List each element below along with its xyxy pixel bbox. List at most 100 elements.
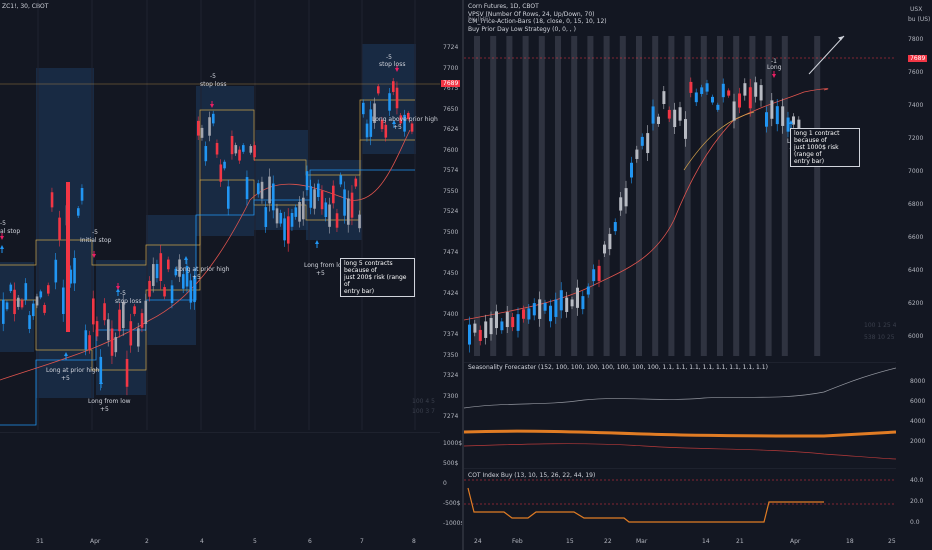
- annotation-stop-loss: stop loss: [200, 81, 227, 88]
- candle: [193, 276, 196, 303]
- candle: [152, 264, 155, 286]
- right-chart-pane[interactable]: Corn Futures, 1D, CBOT VPSV (Number Of R…: [464, 0, 896, 360]
- candle: [630, 162, 633, 178]
- left-price-axis[interactable]: 7724 7700 7675 7650 7624 7600 7574 7550 7524 7500…: [440, 0, 462, 430]
- long-arrow: [0, 245, 4, 253]
- annotation-long-above-prior-high: Long above prior high: [372, 116, 438, 123]
- indicator-price-action-bars[interactable]: CM_Price-Action-Bars (18, close, 0, 15, …: [468, 18, 607, 25]
- candle: [80, 188, 84, 201]
- candle: [47, 285, 50, 294]
- price-tick: 6800: [908, 201, 924, 208]
- candle: [84, 330, 88, 350]
- annotation-long-from-low: Long from low: [88, 398, 131, 405]
- indicator-buy-prior-day-low[interactable]: Buy Prior Day Low Strategy (0, 0, , ): [468, 25, 576, 33]
- candle: [373, 103, 376, 123]
- left-chart-pane[interactable]: ZC1!, 30, CBOT -5 stop loss stop loss -5 Lon…: [0, 0, 440, 430]
- tooltip-line: long 1 contract because of: [794, 130, 840, 144]
- candle: [581, 296, 585, 310]
- candle: [727, 90, 731, 96]
- candle: [468, 324, 471, 345]
- projection-arrow: [808, 35, 845, 75]
- time-tick: 7: [360, 538, 364, 545]
- candle: [200, 127, 204, 138]
- candle: [478, 329, 482, 341]
- candle: [212, 113, 215, 124]
- time-tick: 6: [308, 538, 312, 545]
- candle: [689, 81, 693, 93]
- candle: [20, 300, 24, 308]
- cot-label[interactable]: COT Index Buy (13, 10, 15, 26, 22, 44, 1…: [468, 472, 596, 479]
- price-tick: 7324: [443, 372, 459, 379]
- candle: [377, 86, 380, 94]
- candle: [238, 149, 241, 161]
- candle: [403, 114, 406, 132]
- seasonality-label[interactable]: Seasonality Forecaster (152, 100, 100, 1…: [468, 364, 768, 371]
- annotation-initial-stop: Initial stop: [80, 237, 112, 244]
- candle: [716, 104, 720, 110]
- candle: [354, 178, 358, 187]
- cot-tick: 40.0: [910, 477, 924, 484]
- exit-arrow: [772, 71, 776, 78]
- left-lower-axis: 1000$ 500$ 0 -500$ -1000$: [440, 432, 462, 534]
- annotation-long-at-prior-high: Long at prior high: [176, 266, 230, 273]
- left-time-axis[interactable]: 31 Apr 2 4 5 6 7 8: [0, 534, 462, 550]
- right-chart-title: Corn Futures, 1D, CBOT: [468, 3, 539, 10]
- candle: [608, 233, 612, 250]
- candle: [114, 337, 118, 353]
- candle: [613, 222, 617, 232]
- candle: [619, 197, 623, 211]
- candle: [17, 297, 20, 307]
- annotation-minus5: -5: [210, 73, 216, 80]
- price-tick: 7400: [908, 102, 924, 109]
- right-price-axis[interactable]: USX bu (US) 7800 7600 7400 7200 7000 6800 6600 64…: [896, 0, 932, 360]
- candle: [347, 198, 350, 225]
- time-tick: 2: [145, 538, 149, 545]
- candle: [155, 264, 159, 279]
- session-bar: [538, 36, 545, 356]
- time-tick: 31: [36, 538, 44, 545]
- equity-tick: 500$: [443, 460, 459, 467]
- session-bar: [717, 36, 723, 356]
- candle: [395, 87, 399, 109]
- candle: [684, 119, 687, 139]
- candle: [748, 87, 752, 109]
- candle: [603, 244, 606, 254]
- price-tick: 7650: [443, 105, 459, 113]
- candle: [103, 303, 106, 321]
- pane-divider[interactable]: [462, 0, 464, 550]
- candle: [9, 284, 13, 292]
- candle: [532, 303, 536, 316]
- annotation-plus5: +5: [192, 274, 201, 281]
- session-bar: [636, 36, 642, 356]
- candle: [24, 283, 28, 300]
- annotation-stop: al stop: [0, 228, 21, 235]
- left-lower-pane[interactable]: [0, 432, 440, 534]
- candle: [335, 213, 339, 228]
- candle: [358, 214, 361, 229]
- faded-value: 100 1 25 4: [864, 322, 896, 329]
- candle: [324, 202, 328, 218]
- candle: [369, 109, 373, 137]
- candle: [732, 101, 736, 121]
- right-chart-legend: Corn Futures, 1D, CBOT VPSV (Number Of R…: [468, 3, 607, 33]
- right-time-axis[interactable]: 24 Feb 15 22 Mar 14 21 Apr 18 25: [464, 534, 932, 550]
- indicator-vpsv[interactable]: VPSV (Number Of Rows, 24, Up/Down, 70): [468, 10, 595, 18]
- equity-tick: 1000$: [443, 440, 462, 447]
- left-candlestick-chart[interactable]: [0, 0, 440, 430]
- price-tick: 7474: [443, 249, 459, 256]
- seasonality-pane[interactable]: Seasonality Forecaster (152, 100, 100, 1…: [464, 362, 896, 466]
- candle: [399, 115, 403, 124]
- candle: [516, 314, 520, 331]
- candle: [54, 259, 58, 283]
- candle: [77, 208, 80, 216]
- candle: [298, 202, 301, 222]
- faded-value: 100 4 5: [412, 398, 435, 405]
- right-candlestick-chart[interactable]: [464, 0, 896, 360]
- candle: [651, 106, 655, 124]
- candle: [694, 92, 698, 103]
- candle: [667, 109, 671, 119]
- candle: [646, 133, 650, 154]
- candle: [253, 145, 256, 158]
- price-tick: 7450: [443, 269, 459, 277]
- cot-pane[interactable]: COT Index Buy (13, 10, 15, 26, 22, 44, 1…: [464, 468, 896, 534]
